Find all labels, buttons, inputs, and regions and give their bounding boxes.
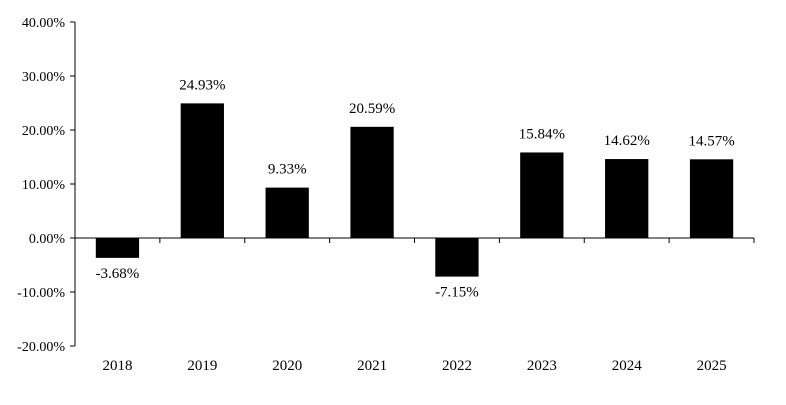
y-tick-label: 40.00% [22, 16, 66, 31]
y-tick-label: -20.00% [17, 340, 65, 355]
y-axis: 40.00% 30.00% 20.00% 10.00% 0.00% -10.00% -20.… [17, 16, 76, 355]
x-tick-label: 2021 [357, 358, 387, 374]
x-tick-label: 2023 [527, 358, 557, 374]
bar-2020 [265, 187, 309, 238]
y-tick-label: 0.00% [29, 232, 66, 247]
bar-2024 [605, 159, 649, 238]
x-tick-label: 2024 [612, 358, 643, 374]
bar-2022 [435, 238, 479, 277]
data-label-2022: -7.15% [435, 285, 479, 301]
x-axis: 2018 2019 2020 2021 2022 2023 2024 2025 [74, 237, 755, 374]
data-label-2025: 14.57% [688, 133, 734, 149]
bar-2025 [689, 159, 734, 238]
bars [95, 103, 734, 277]
y-tick-label: 20.00% [22, 124, 66, 139]
bar-2018 [95, 238, 140, 258]
y-tick-label: 10.00% [22, 178, 66, 193]
bar-2021 [350, 126, 394, 238]
data-label-2018: -3.68% [96, 266, 140, 282]
data-label-2020: 9.33% [268, 162, 307, 178]
data-label-2023: 15.84% [519, 126, 565, 142]
x-tick-label: 2020 [272, 358, 302, 374]
x-tick-label: 2018 [102, 358, 132, 374]
y-tick-label: 30.00% [22, 70, 66, 85]
data-label-2024: 14.62% [604, 133, 650, 149]
y-tick-label: -10.00% [17, 286, 65, 301]
x-tick-label: 2025 [697, 358, 727, 374]
x-tick-label: 2019 [187, 358, 217, 374]
x-tick-label: 2022 [442, 358, 472, 374]
bar-2019 [180, 103, 224, 239]
data-label-2021: 20.59% [349, 101, 395, 117]
data-label-2019: 24.93% [179, 77, 225, 93]
bar-2023 [520, 152, 564, 238]
data-labels: -3.68% 24.93% 9.33% 20.59% -7.15% 15.84% 14.62… [96, 77, 735, 300]
